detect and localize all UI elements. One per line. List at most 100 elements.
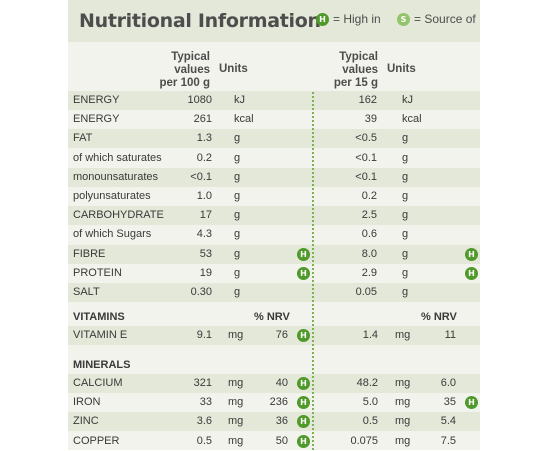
nutrient-name: CARBOHYDRATE <box>73 209 164 221</box>
value-per-100g: 19 <box>199 267 212 279</box>
unit-per-100g: g <box>234 132 241 144</box>
high-in-icon: H <box>297 329 310 342</box>
title-bar <box>68 0 480 42</box>
value-per-15g: <0.5 <box>355 132 377 144</box>
nutrient-name: PROTEIN <box>73 267 122 279</box>
nutrient-row: FIBRE 53 g H 8.0 g H <box>68 245 480 264</box>
nutrient-name: FAT <box>73 132 93 144</box>
micronutrient-name: CALCIUM <box>73 377 123 389</box>
value-per-100g: 1.0 <box>196 190 212 202</box>
micronutrient-name: VITAMIN E <box>73 329 128 341</box>
value-per-100g: 17 <box>199 209 212 221</box>
high-in-icon: H <box>297 377 310 390</box>
value-per-100g: 321 <box>193 377 212 389</box>
nutrient-name: polyunsaturates <box>73 190 151 202</box>
unit-per-100g: mg <box>228 377 244 389</box>
nutrient-name: of which saturates <box>73 152 162 164</box>
micronutrient-row: IRON 33 mg 236 H 5.0 mg 35 H <box>68 393 480 412</box>
micronutrient-row: COPPER 0.5 mg 50 H 0.075 mg 7.5 <box>68 432 480 451</box>
legend-source-label: = Source of <box>414 12 476 26</box>
nutrient-row: PROTEIN 19 g H 2.9 g H <box>68 264 480 283</box>
micronutrient-row: VITAMIN E 9.1 mg 76 H 1.4 mg 11 <box>68 326 480 345</box>
value-per-15g: 39 <box>364 113 377 125</box>
unit-per-100g: mg <box>228 396 244 408</box>
nutrient-row: CARBOHYDRATE 17 g 2.5 g <box>68 206 480 225</box>
unit-per-15g: g <box>402 248 409 260</box>
micronutrient-name: IRON <box>73 396 101 408</box>
unit-per-100g: kJ <box>234 94 245 106</box>
value-per-100g: 9.1 <box>196 329 212 341</box>
unit-per-100g: mg <box>228 329 244 341</box>
nutrient-row: ENERGY 1080 kJ 162 kJ <box>68 91 480 110</box>
value-per-15g: 0.6 <box>361 228 377 240</box>
nutrient-name: FIBRE <box>73 248 106 260</box>
unit-per-15g: g <box>402 228 409 240</box>
nrv-per-15g: 6.0 <box>440 377 456 389</box>
unit-per-100g: g <box>234 228 241 240</box>
unit-per-15g: g <box>402 286 409 298</box>
high-in-icon: H <box>465 248 478 261</box>
unit-per-15g: mg <box>395 329 411 341</box>
nutrient-name: of which Sugars <box>73 228 152 240</box>
value-per-100g: 53 <box>199 248 212 260</box>
column-header-units-2: Units <box>387 63 416 75</box>
unit-per-15g: mg <box>395 396 411 408</box>
value-per-15g: 2.9 <box>361 267 377 279</box>
unit-per-15g: g <box>402 171 409 183</box>
high-in-icon: H <box>297 415 310 428</box>
value-per-15g: <0.1 <box>355 152 377 164</box>
column-header-per-15g: Typical values per 15 g <box>333 51 378 89</box>
value-per-100g: 1.3 <box>196 132 212 144</box>
page-title: Nutritional Information <box>79 10 321 32</box>
unit-per-100g: mg <box>228 435 244 447</box>
unit-per-15g: mg <box>395 377 411 389</box>
value-per-15g: 0.05 <box>355 286 377 298</box>
micronutrient-row: CALCIUM 321 mg 40 H 48.2 mg 6.0 <box>68 374 480 393</box>
unit-per-100g: mg <box>228 415 244 427</box>
unit-per-15g: g <box>402 132 409 144</box>
value-per-15g: 0.2 <box>361 190 377 202</box>
value-per-15g: 162 <box>358 94 377 106</box>
value-per-100g: 3.6 <box>196 415 212 427</box>
micronutrient-row: ZINC 3.6 mg 36 H 0.5 mg 5.4 <box>68 412 480 431</box>
value-per-100g: 33 <box>199 396 212 408</box>
value-per-15g: 2.5 <box>361 209 377 221</box>
nrv-header-per-100g: % NRV <box>254 311 290 323</box>
value-per-15g: 5.0 <box>362 396 378 408</box>
nrv-per-15g: 5.4 <box>440 415 456 427</box>
unit-per-100g: g <box>234 190 241 202</box>
nutrient-row: monounsaturates <0.1 g <0.1 g <box>68 168 480 187</box>
nrv-per-100g: 40 <box>275 377 288 389</box>
unit-per-15g: mg <box>395 435 411 447</box>
nrv-per-15g: 7.5 <box>440 435 456 447</box>
unit-per-15g: g <box>402 267 409 279</box>
value-per-15g: 48.2 <box>356 377 378 389</box>
nrv-per-15g: 11 <box>444 329 456 341</box>
source-of-icon: S <box>397 12 410 26</box>
value-per-15g: 0.5 <box>362 415 378 427</box>
unit-per-100g: g <box>234 171 241 183</box>
nrv-per-100g: 50 <box>275 435 288 447</box>
nutrient-row: ENERGY 261 kcal 39 kcal <box>68 110 480 129</box>
nrv-per-100g: 36 <box>275 415 288 427</box>
micronutrient-name: COPPER <box>73 435 120 447</box>
micronutrient-name: ZINC <box>73 415 99 427</box>
legend-high-in: H = High in <box>316 12 381 26</box>
value-per-100g: <0.1 <box>190 171 212 183</box>
value-per-15g: 1.4 <box>362 329 378 341</box>
nutrient-row: polyunsaturates 1.0 g 0.2 g <box>68 187 480 206</box>
unit-per-100g: g <box>234 152 241 164</box>
nutrient-row: of which Sugars 4.3 g 0.6 g <box>68 225 480 244</box>
unit-per-15g: g <box>402 209 409 221</box>
column-divider <box>312 92 314 450</box>
high-in-icon: H <box>465 396 478 409</box>
high-in-icon: H <box>297 435 310 448</box>
nrv-per-100g: 236 <box>269 396 288 408</box>
nutrient-row: of which saturates 0.2 g <0.1 g <box>68 149 480 168</box>
unit-per-15g: g <box>402 190 409 202</box>
nutrient-name: ENERGY <box>73 94 120 106</box>
unit-per-100g: g <box>234 248 241 260</box>
nutrient-name: ENERGY <box>73 113 120 125</box>
unit-per-100g: kcal <box>234 113 254 125</box>
value-per-100g: 0.5 <box>196 435 212 447</box>
